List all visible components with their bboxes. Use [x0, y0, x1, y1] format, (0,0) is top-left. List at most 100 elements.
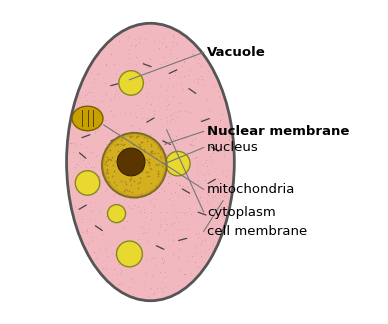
Point [200, 172, 206, 177]
Point [95, 193, 101, 199]
Point [197, 242, 204, 247]
Point [160, 257, 166, 262]
Point [193, 244, 199, 249]
Point [130, 129, 136, 134]
Point [208, 155, 214, 160]
Point [124, 183, 130, 189]
Point [124, 164, 130, 169]
Point [172, 138, 178, 143]
Point [73, 117, 79, 122]
Point [185, 193, 192, 198]
Point [154, 171, 161, 176]
Point [106, 173, 113, 178]
Point [105, 170, 111, 175]
Point [98, 238, 104, 243]
Point [159, 260, 166, 265]
Point [140, 151, 146, 156]
Point [151, 203, 158, 208]
Point [121, 226, 128, 232]
Point [119, 71, 125, 76]
Point [171, 202, 177, 208]
Point [101, 237, 107, 242]
Point [132, 202, 138, 208]
Point [109, 176, 116, 181]
Point [216, 126, 222, 132]
Point [155, 87, 161, 92]
Point [133, 240, 139, 246]
Point [211, 83, 217, 88]
Point [198, 241, 204, 246]
Point [115, 142, 121, 147]
Point [127, 176, 133, 181]
Point [79, 174, 85, 179]
Point [133, 146, 140, 151]
Point [198, 162, 204, 168]
Point [120, 143, 126, 148]
Point [150, 292, 156, 297]
Point [107, 108, 114, 113]
Ellipse shape [67, 23, 234, 301]
Point [72, 140, 78, 145]
Point [153, 161, 159, 167]
Point [171, 72, 178, 77]
Point [196, 56, 202, 61]
Point [95, 111, 101, 116]
Point [131, 62, 137, 67]
Point [140, 59, 147, 64]
Point [109, 182, 115, 188]
Point [213, 85, 219, 90]
Point [150, 178, 156, 183]
Point [148, 175, 154, 180]
Point [208, 130, 214, 135]
Point [126, 55, 132, 61]
Point [78, 141, 84, 146]
Point [85, 129, 91, 134]
Point [205, 251, 211, 256]
Point [176, 101, 182, 106]
Point [88, 71, 95, 76]
Point [205, 69, 211, 74]
Point [163, 107, 169, 112]
Point [126, 239, 132, 244]
Point [132, 156, 138, 162]
Point [209, 133, 215, 138]
Point [144, 173, 151, 178]
Point [217, 95, 223, 100]
Point [128, 150, 134, 156]
Point [219, 145, 225, 150]
Point [149, 94, 156, 99]
Point [123, 154, 130, 159]
Point [72, 206, 78, 212]
Point [214, 187, 220, 192]
Point [161, 55, 167, 60]
Point [175, 253, 181, 258]
Point [127, 276, 133, 282]
Point [178, 226, 185, 232]
Point [123, 178, 129, 183]
Point [191, 198, 197, 203]
Point [97, 226, 103, 231]
Point [97, 98, 104, 104]
Point [139, 166, 145, 171]
Point [174, 268, 180, 273]
Point [112, 179, 118, 184]
Point [111, 61, 117, 66]
Point [82, 115, 88, 120]
Point [147, 166, 153, 171]
Point [177, 48, 184, 53]
Point [109, 242, 115, 247]
Point [204, 163, 210, 168]
Point [89, 238, 95, 243]
Point [108, 97, 114, 102]
Point [152, 183, 159, 189]
Point [170, 231, 177, 237]
Point [171, 116, 177, 121]
Point [209, 194, 215, 199]
Point [128, 244, 135, 249]
Point [114, 188, 120, 193]
Point [191, 251, 197, 256]
Point [217, 117, 223, 122]
Point [157, 209, 163, 214]
Point [163, 44, 169, 49]
Point [105, 131, 111, 136]
